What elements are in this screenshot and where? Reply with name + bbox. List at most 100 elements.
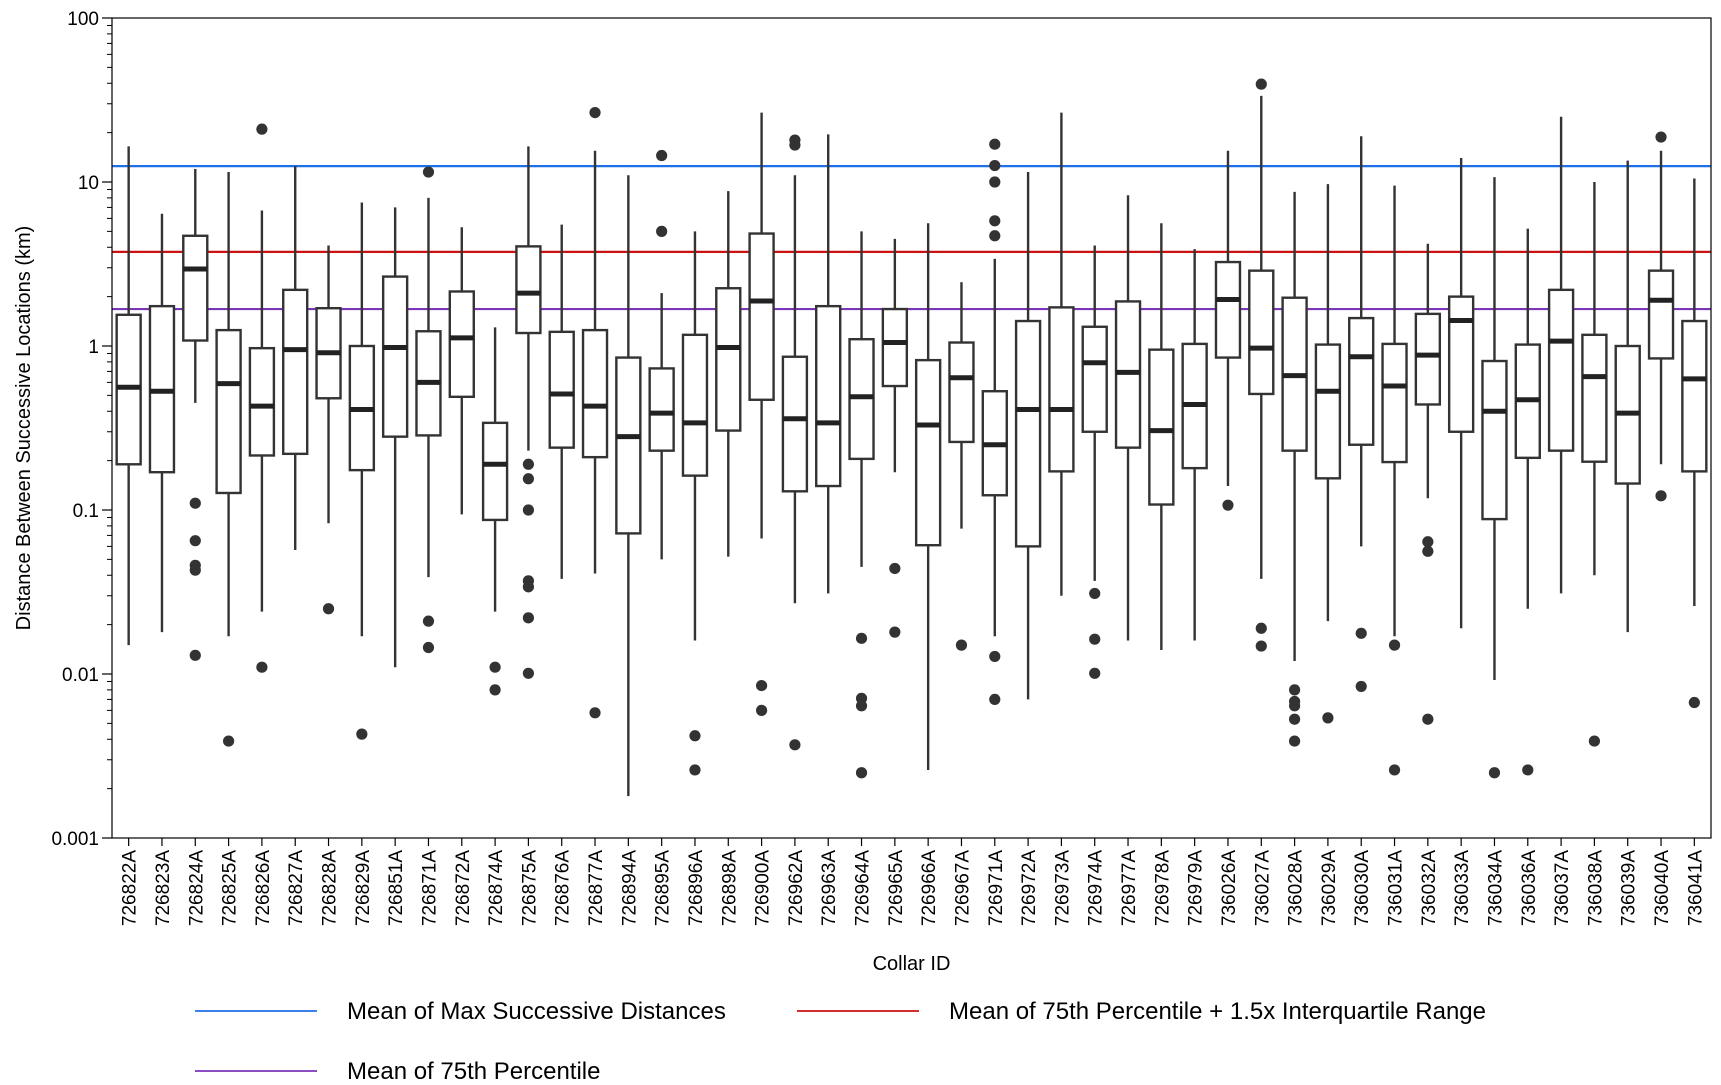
- box-iqr: [282, 288, 309, 456]
- box-736038A: [1581, 182, 1608, 747]
- outlier-point: [1388, 639, 1401, 651]
- x-tick-label: 726971A: [986, 850, 1007, 926]
- outlier-point: [189, 564, 201, 576]
- box-iqr: [715, 287, 742, 432]
- outlier-point: [1355, 627, 1367, 639]
- box-726977A: [1114, 195, 1142, 641]
- outlier-point: [1255, 78, 1267, 90]
- box-726874A: [481, 327, 509, 696]
- box-iqr: [648, 367, 675, 452]
- x-tick-label: 726900A: [753, 850, 774, 926]
- outlier-point: [1288, 713, 1301, 725]
- x-tick-label: 736033A: [1452, 850, 1473, 926]
- outlier-point: [1255, 622, 1267, 634]
- outlier-point: [1388, 764, 1401, 776]
- x-tick-label: 736040A: [1652, 850, 1673, 926]
- box-iqr: [548, 330, 575, 449]
- plot-frame: [111, 17, 1712, 839]
- outlier-point: [1288, 700, 1301, 712]
- box-iqr: [448, 290, 475, 399]
- outlier-point: [589, 106, 601, 119]
- y-tick-label: 0.01: [62, 665, 99, 686]
- outlier-point: [256, 123, 268, 135]
- box-iqr: [948, 341, 975, 444]
- outlier-point: [855, 632, 868, 644]
- outlier-point: [1588, 735, 1601, 747]
- box-iqr: [381, 275, 409, 438]
- box-iqr: [1414, 312, 1442, 406]
- box-726824A: [182, 169, 209, 661]
- box-736028A: [1281, 191, 1308, 747]
- box-iqr: [1314, 343, 1342, 480]
- box-736040A: [1647, 131, 1675, 502]
- box-726979A: [1181, 249, 1208, 641]
- outlier-point: [1522, 764, 1534, 776]
- x-tick-label: 726825A: [220, 850, 241, 926]
- box-726978A: [1148, 223, 1175, 651]
- box-iqr: [1647, 269, 1675, 360]
- box-iqr: [1014, 319, 1042, 548]
- outlier-point: [989, 230, 1001, 242]
- box-iqr: [1214, 260, 1242, 359]
- box-iqr: [481, 421, 509, 522]
- box-iqr: [1081, 325, 1108, 433]
- box-iqr: [1681, 319, 1708, 473]
- x-tick-label: 726822A: [120, 850, 141, 926]
- x-tick-label: 736039A: [1619, 850, 1640, 926]
- x-tick-label: 736026A: [1219, 850, 1240, 926]
- x-tick-label: 726964A: [853, 850, 874, 926]
- x-tick-label: 736036A: [1519, 850, 1540, 926]
- box-iqr: [615, 356, 642, 535]
- outlier-point: [1288, 735, 1301, 747]
- x-tick-label: 726963A: [819, 850, 840, 926]
- outlier-point: [222, 735, 235, 747]
- box-iqr: [1248, 269, 1275, 396]
- outlier-point: [689, 764, 701, 776]
- box-736029A: [1314, 184, 1342, 724]
- box-736039A: [1614, 160, 1641, 633]
- x-tick-label: 726967A: [952, 850, 973, 926]
- box-iqr: [182, 234, 209, 342]
- x-tick-label: 726829A: [353, 850, 374, 926]
- x-tick-label: 736031A: [1386, 850, 1407, 926]
- box-736030A: [1348, 136, 1375, 693]
- outlier-point: [522, 667, 535, 679]
- box-iqr: [515, 245, 542, 335]
- outlier-point: [189, 649, 201, 661]
- outlier-point: [589, 707, 601, 719]
- x-tick-label: 726966A: [919, 850, 940, 926]
- box-iqr: [1381, 342, 1408, 464]
- outlier-point: [889, 562, 901, 575]
- box-series: [115, 78, 1708, 797]
- x-tick-label: 726974A: [1086, 850, 1107, 926]
- box-iqr: [881, 307, 909, 388]
- box-iqr: [1547, 288, 1575, 452]
- outlier-point: [989, 650, 1001, 663]
- outlier-point: [989, 176, 1001, 188]
- legend-label: Mean of 75th Percentile: [347, 1058, 601, 1085]
- outlier-point: [1655, 131, 1667, 143]
- box-iqr: [1048, 306, 1075, 473]
- outlier-point: [1422, 536, 1434, 548]
- outlier-point: [422, 166, 435, 178]
- box-736031A: [1381, 185, 1408, 776]
- x-tick-label: 736034A: [1485, 850, 1506, 926]
- box-726972A: [1014, 172, 1042, 700]
- box-iqr: [781, 355, 809, 493]
- x-tick-label: 736041A: [1685, 850, 1706, 926]
- y-axis-title: Distance Between Successive Locations (k…: [13, 226, 35, 631]
- outlier-point: [789, 739, 801, 751]
- outlier-point: [522, 581, 535, 593]
- box-726973A: [1048, 112, 1075, 596]
- outlier-point: [322, 603, 335, 615]
- outlier-point: [189, 535, 201, 547]
- outlier-point: [955, 639, 968, 651]
- outlier-point: [989, 138, 1001, 150]
- outlier-point: [1222, 499, 1234, 511]
- outlier-point: [1688, 696, 1700, 709]
- outlier-point: [489, 661, 501, 673]
- outlier-point: [1089, 633, 1101, 645]
- outlier-point: [1655, 490, 1667, 502]
- box-iqr: [1148, 348, 1175, 506]
- x-tick-label: 726979A: [1186, 850, 1207, 926]
